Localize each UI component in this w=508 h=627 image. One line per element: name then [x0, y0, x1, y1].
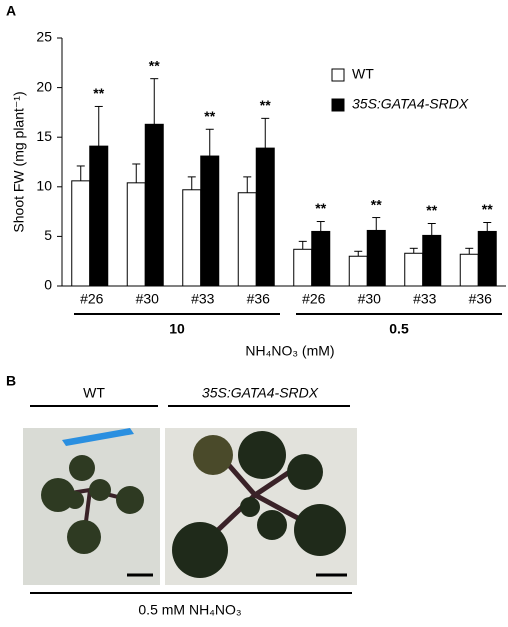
x-tick-label: #26	[302, 291, 326, 307]
y-axis-label: Shoot FW (mg plant⁻¹)	[11, 91, 27, 232]
y-tick-label: 15	[36, 128, 52, 144]
bar	[126, 182, 146, 287]
bar	[237, 192, 257, 287]
photo-object	[62, 428, 134, 446]
bar	[311, 230, 331, 287]
bar	[89, 145, 109, 287]
significance: **	[204, 108, 215, 124]
y-tick-label: 20	[36, 78, 52, 94]
bar	[348, 255, 368, 287]
bar	[200, 155, 220, 287]
x-axis-label: NH₄NO₃ (mM)	[245, 343, 334, 359]
significance: **	[426, 202, 437, 218]
significance: **	[149, 57, 160, 73]
significance: **	[371, 196, 382, 212]
bar	[422, 234, 442, 287]
x-tick-label: #26	[80, 291, 104, 307]
bar	[477, 230, 497, 287]
significance: **	[93, 85, 104, 101]
plant	[172, 431, 346, 578]
panel-label: B	[6, 373, 16, 389]
legend-swatch	[331, 98, 345, 112]
bar	[182, 189, 202, 287]
significance: **	[260, 97, 271, 113]
bar	[459, 253, 479, 287]
y-tick-label: 5	[44, 227, 52, 243]
x-tick-label: #33	[191, 291, 215, 307]
group-label: 0.5	[389, 321, 409, 337]
legend-label: 35S:GATA4-SRDX	[352, 96, 469, 112]
photo-label: WT	[83, 385, 105, 401]
y-tick-label: 0	[44, 277, 52, 293]
y-tick-label: 25	[36, 29, 52, 45]
photo-panel: WT 35S:GATA4-SRDX 0.5 mM NH₄NO₃	[23, 385, 357, 618]
x-tick-label: #30	[358, 291, 382, 307]
x-tick-label: #36	[247, 291, 271, 307]
y-tick-label: 10	[36, 178, 52, 194]
photo-caption: 0.5 mM NH₄NO₃	[138, 602, 241, 618]
bar	[366, 229, 386, 287]
significance: **	[315, 200, 326, 216]
bar	[71, 180, 91, 287]
x-tick-label: #33	[413, 291, 437, 307]
panel-label: A	[6, 3, 16, 19]
group-label: 10	[169, 321, 185, 337]
x-tick-label: #36	[469, 291, 493, 307]
bar	[144, 123, 164, 287]
plant	[41, 455, 144, 554]
legend-swatch	[331, 68, 345, 82]
photo-label: 35S:GATA4-SRDX	[202, 385, 319, 401]
significance: **	[482, 201, 493, 217]
bar	[404, 252, 424, 287]
legend-label: WT	[352, 66, 374, 82]
x-tick-label: #30	[136, 291, 160, 307]
bar	[293, 248, 313, 287]
bar	[255, 147, 275, 287]
